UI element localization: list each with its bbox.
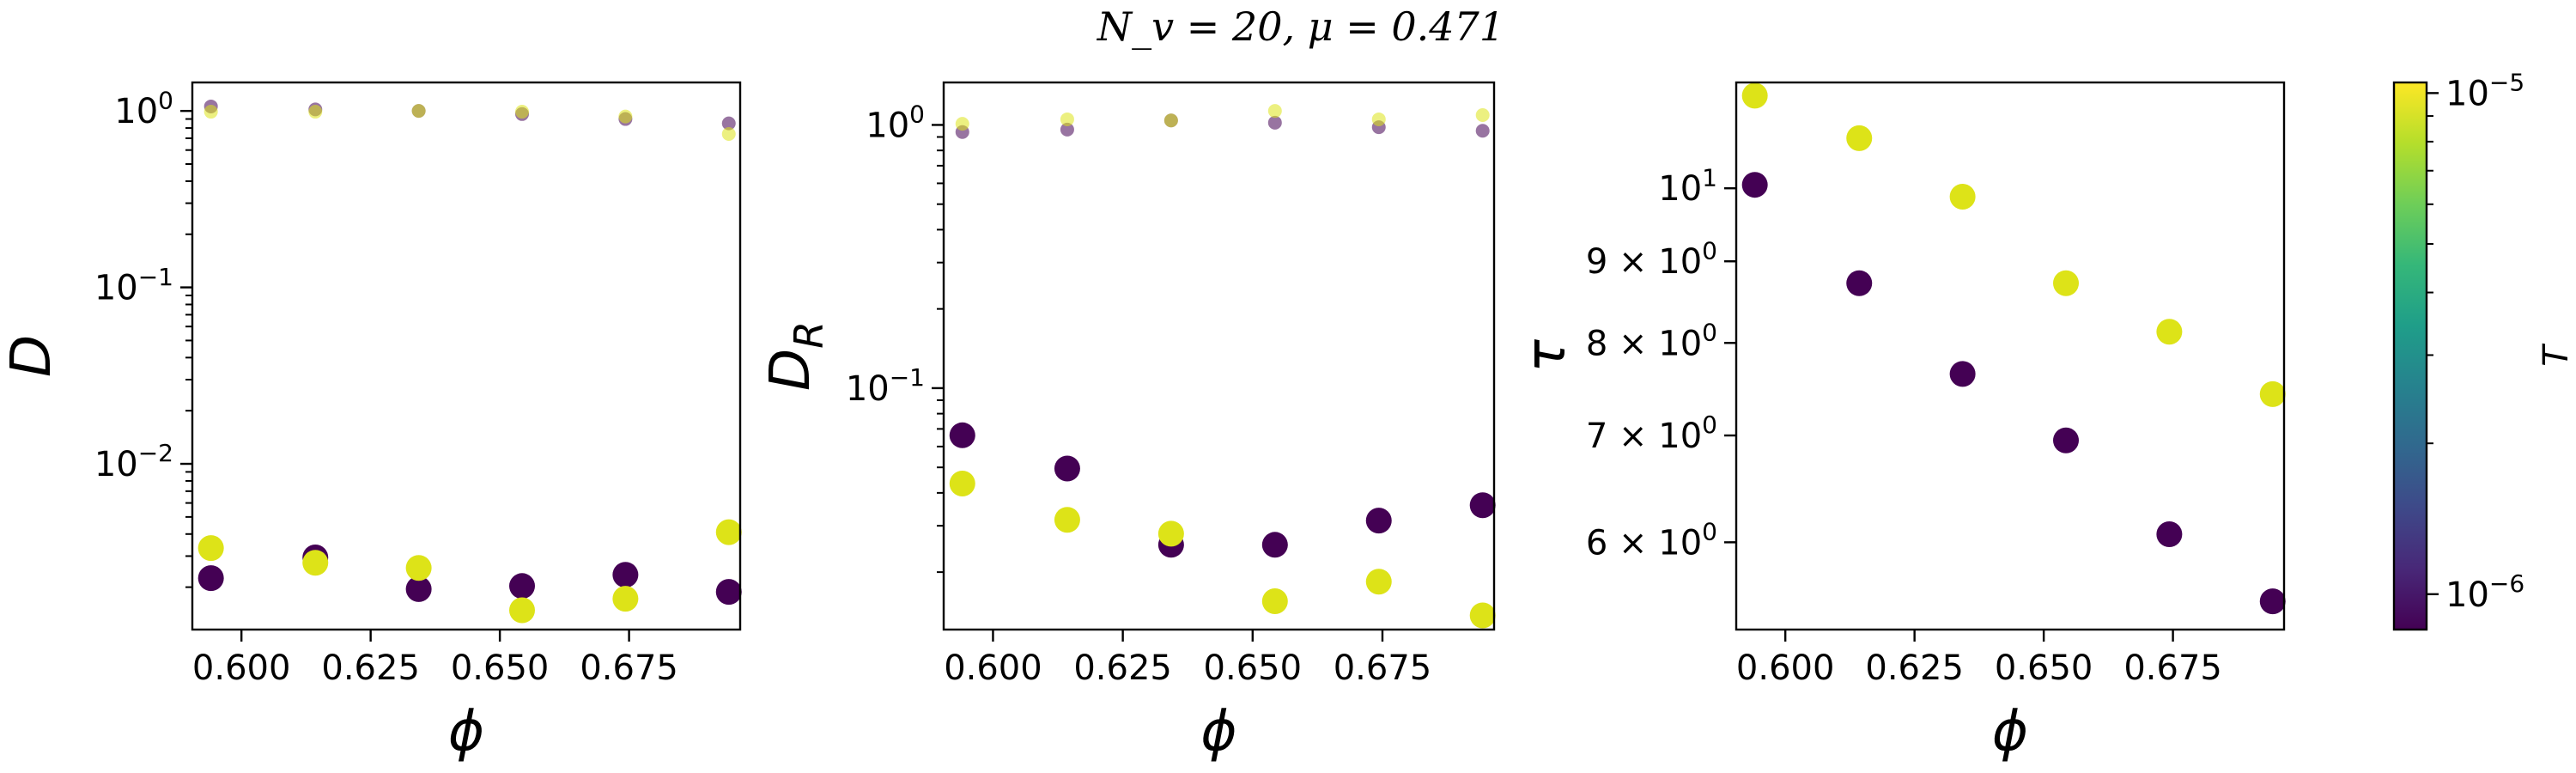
data-point	[1949, 183, 1976, 210]
colorbar: 10−5 10−6 T	[2392, 69, 2576, 631]
data-point	[1846, 125, 1873, 151]
scatter-points	[949, 104, 1496, 629]
data-point	[197, 565, 224, 592]
panel-tau: 101 9 × 100 8 × 100 7 × 100 6 × 100 0.600 0.62…	[1515, 81, 2286, 764]
data-point	[197, 535, 224, 562]
data-point	[1365, 508, 1392, 534]
x-tick-label: 0.600	[1736, 648, 1835, 688]
data-point	[612, 586, 639, 612]
data-point	[509, 597, 536, 624]
data-point	[949, 471, 975, 497]
y-tick-label: 10−2	[94, 439, 173, 484]
y-tick-label: 8 × 100	[1586, 318, 1717, 363]
panel-D: 100 10−1 10−2 0.600 0.625 0.650 0.675 ϕ D	[0, 81, 742, 764]
data-point	[1949, 361, 1976, 387]
data-point	[1054, 455, 1080, 482]
x-tick-label: 0.675	[1334, 648, 1432, 688]
y-tick-label: 9 × 100	[1586, 236, 1717, 282]
data-point	[2053, 427, 2080, 453]
data-point	[405, 575, 432, 602]
x-tick-label: 0.675	[2123, 648, 2222, 688]
data-point	[308, 105, 323, 119]
x-tick-label: 0.650	[1995, 648, 2093, 688]
data-point	[2156, 521, 2183, 548]
data-point	[721, 127, 736, 142]
data-point	[2259, 588, 2286, 615]
scatter-points	[1741, 82, 2286, 615]
data-point	[1846, 270, 1873, 296]
x-axis-label: ϕ	[448, 700, 484, 764]
data-point	[1475, 107, 1490, 122]
figure-title: N_v = 20, μ = 0.471	[1097, 3, 1505, 50]
x-tick-label: 0.600	[944, 648, 1042, 688]
data-point	[1741, 172, 1768, 198]
x-tick-label: 0.675	[580, 648, 678, 688]
panel-D_R: 100 10−1 0.600 0.625 0.650 0.675 ϕ DR	[759, 81, 1496, 764]
data-point	[1060, 122, 1074, 137]
data-point	[618, 109, 633, 124]
data-point	[1054, 507, 1080, 533]
data-point	[715, 579, 742, 606]
y-axis-label: DR	[759, 321, 832, 391]
data-point	[204, 105, 218, 119]
x-tick-label: 0.600	[192, 648, 291, 688]
data-point	[1469, 492, 1496, 519]
axes-frame	[191, 81, 742, 631]
data-point	[1163, 113, 1178, 128]
x-axis-label: ϕ	[1992, 700, 2028, 764]
data-point	[1469, 602, 1496, 629]
data-point	[1261, 588, 1288, 615]
colorbar-frame	[2392, 81, 2428, 631]
data-point	[405, 555, 432, 581]
y-tick-label: 100	[114, 86, 173, 131]
data-point	[955, 117, 969, 131]
colorbar-label: T	[2537, 343, 2576, 367]
data-point	[1267, 115, 1282, 130]
x-tick-label: 0.625	[1865, 648, 1964, 688]
data-point	[1060, 112, 1074, 126]
data-point	[2259, 380, 2286, 407]
data-point	[515, 105, 530, 119]
data-point	[411, 104, 426, 119]
y-tick-label: 100	[866, 100, 925, 146]
data-point	[949, 422, 975, 448]
data-point	[1475, 124, 1490, 138]
y-axis-label: D	[0, 335, 64, 377]
x-tick-label: 0.625	[1073, 648, 1172, 688]
y-axis-label: τ	[1515, 339, 1578, 373]
data-point	[2156, 319, 2183, 345]
y-tick-label: 10−1	[94, 263, 173, 308]
data-point	[721, 116, 736, 131]
y-tick-label: 10−1	[846, 363, 925, 409]
data-point	[509, 573, 536, 600]
x-tick-label: 0.650	[451, 648, 550, 688]
colorbar-gradient	[2394, 82, 2427, 630]
y-tick-label: 6 × 100	[1586, 518, 1717, 563]
data-point	[1267, 104, 1282, 119]
data-point	[1371, 112, 1386, 126]
axes-frame	[1735, 81, 2286, 631]
colorbar-tick-label: 10−5	[2445, 69, 2524, 114]
colorbar-tick-label: 10−6	[2445, 569, 2524, 615]
data-point	[1365, 569, 1392, 595]
x-tick-label: 0.625	[321, 648, 420, 688]
data-point	[612, 562, 639, 588]
axes-frame	[942, 81, 1496, 631]
data-point	[302, 550, 329, 576]
y-tick-label: 7 × 100	[1586, 411, 1717, 456]
y-tick-label: 101	[1658, 163, 1717, 209]
scatter-points	[197, 99, 742, 624]
data-point	[1157, 520, 1184, 547]
x-tick-label: 0.650	[1204, 648, 1303, 688]
x-axis-label: ϕ	[1200, 700, 1236, 764]
data-point	[1261, 532, 1288, 558]
data-point	[2053, 270, 2080, 296]
data-point	[715, 519, 742, 545]
data-point	[1741, 82, 1768, 109]
